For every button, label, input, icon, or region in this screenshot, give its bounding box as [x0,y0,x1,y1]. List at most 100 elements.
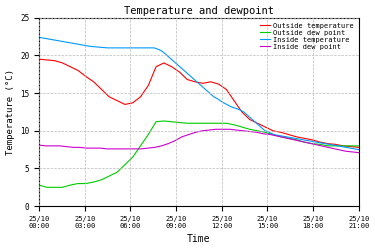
Inside temperature [357,148,361,151]
Inside dew point [296,139,300,142]
Outside dew point [240,126,244,128]
Outside dew point [232,123,236,126]
Outside dew point [294,138,298,141]
Inside dew point [275,134,279,138]
Outside temperature [162,62,166,64]
Inside dew point [193,131,198,134]
Outside dew point [130,156,135,159]
Outside dew point [326,144,330,147]
Outside temperature [318,140,322,143]
Outside dew point [53,186,57,189]
Outside dew point [302,140,306,143]
Inside dew point [350,150,354,154]
Inside dew point [322,145,327,148]
Outside dew point [216,122,221,125]
Inside dew point [282,136,286,139]
Outside dew point [84,182,88,185]
Outside dew point [92,180,96,184]
Outside temperature [279,131,283,134]
Line: Outside dew point: Outside dew point [39,121,359,187]
Outside temperature [209,80,213,83]
Outside temperature [99,88,104,91]
Outside temperature [92,80,96,83]
Outside dew point [286,137,291,140]
Outside dew point [45,186,49,189]
Outside dew point [115,171,119,174]
Inside dew point [146,147,150,150]
Inside dew point [214,128,218,131]
Inside dew point [51,144,55,147]
Outside dew point [185,122,189,125]
Inside dew point [57,144,62,147]
Inside temperature [67,41,71,44]
Inside temperature [242,110,246,114]
Inside dew point [241,129,245,132]
Inside temperature [148,46,152,49]
Outside dew point [154,120,158,123]
Outside temperature [107,95,111,98]
Outside temperature [115,99,119,102]
Inside dew point [105,148,110,150]
Inside dew point [186,133,191,136]
Outside temperature [255,122,260,125]
Inside dew point [159,144,164,147]
Outside temperature [138,95,143,98]
Y-axis label: Temperature (°C): Temperature (°C) [6,69,15,155]
Inside dew point [357,151,361,154]
Line: Inside temperature: Inside temperature [39,37,359,150]
Inside temperature [203,88,208,91]
Outside temperature [146,84,150,87]
Outside temperature [76,69,80,72]
Outside temperature [216,82,221,86]
Inside dew point [64,145,69,148]
Outside dew point [255,129,260,132]
Inside dew point [139,148,143,150]
Inside dew point [288,138,293,140]
Inside dew point [234,128,238,132]
Inside dew point [316,144,320,146]
Outside dew point [193,122,197,125]
Outside temperature [302,137,306,140]
Outside temperature [123,103,127,106]
Outside dew point [76,182,80,185]
Outside temperature [45,58,49,61]
Inside dew point [44,144,48,147]
Outside temperature [185,78,189,81]
Outside dew point [68,184,72,186]
Outside temperature [294,135,298,138]
Inside dew point [118,148,123,150]
Outside temperature [240,110,244,114]
Outside temperature [286,133,291,136]
Outside temperature [341,144,345,147]
Outside dew point [333,144,338,147]
Outside dew point [318,143,322,146]
Outside dew point [271,133,275,136]
Outside temperature [60,62,65,64]
Inside temperature [37,36,41,39]
Outside temperature [263,126,267,128]
Outside temperature [177,70,182,74]
Outside temperature [53,59,57,62]
Inside dew point [98,147,102,150]
Inside dew point [153,146,157,149]
Line: Inside dew point: Inside dew point [39,129,359,153]
Outside temperature [357,146,361,149]
Outside temperature [201,82,205,85]
Outside temperature [130,102,135,104]
Inside dew point [343,150,348,153]
Outside dew point [37,184,41,186]
Inside dew point [336,148,340,151]
Inside dew point [329,147,334,150]
Inside dew point [37,144,41,146]
Outside dew point [177,121,182,124]
Outside dew point [162,120,166,122]
Line: Outside temperature: Outside temperature [39,59,359,147]
Inside dew point [132,148,136,150]
Outside temperature [248,118,252,121]
Outside dew point [99,178,104,181]
Outside temperature [349,145,353,148]
Outside temperature [154,65,158,68]
Inside dew point [255,131,259,134]
Outside dew point [107,174,111,178]
Outside temperature [271,129,275,132]
